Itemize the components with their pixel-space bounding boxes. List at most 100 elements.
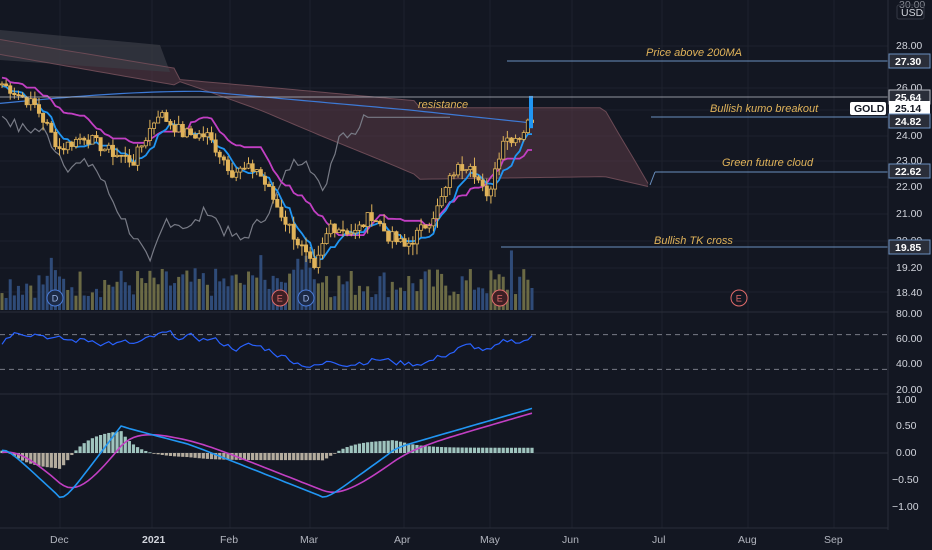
candle-body (423, 224, 428, 229)
price-badge-value: 24.82 (895, 116, 921, 128)
volume-bar (119, 270, 123, 310)
candle-body (102, 148, 107, 152)
candle-body (205, 132, 210, 138)
event-letter: E (277, 294, 283, 304)
volume-bar (382, 272, 386, 310)
macd-histogram-bar (70, 453, 74, 456)
candle-body (110, 144, 115, 157)
macd-histogram-bar (472, 447, 477, 453)
candle-body (127, 155, 132, 163)
macd-histogram-bar (370, 441, 374, 453)
annotation-resistance[interactable]: resistance (418, 99, 468, 111)
candlesticks[interactable] (0, 79, 535, 274)
volume-bar (62, 278, 66, 310)
candle-body (398, 238, 403, 243)
annotation-layer[interactable]: Price above 200MA resistance Bullish kumo … (0, 47, 888, 248)
volume-bar (271, 275, 275, 310)
symbol-label: GOLD (854, 103, 885, 115)
macd-histogram-bar (66, 453, 70, 461)
candle-body (324, 233, 329, 244)
candle-body (410, 242, 415, 245)
candle-body (57, 146, 62, 149)
candle-body (349, 232, 354, 235)
candle-body (394, 231, 399, 243)
macd-histogram-bar (148, 452, 152, 454)
volume-bar (304, 255, 308, 310)
price-tick-label: 21.00 (896, 208, 922, 220)
macd-histogram-bar (45, 453, 49, 468)
macd-histogram-bar (279, 453, 283, 461)
macd-histogram-bar (267, 453, 271, 461)
annotation-green-future-cloud[interactable]: Green future cloud (722, 157, 814, 169)
macd-histogram-bar (509, 447, 514, 453)
candle-body (160, 112, 165, 118)
volume-bar (325, 276, 329, 310)
macd-histogram-bar (156, 453, 160, 455)
candle-body (320, 243, 325, 256)
macd-histogram-bar (242, 453, 247, 460)
volume-bar (296, 258, 300, 310)
volume-bar (308, 267, 312, 310)
volume-bar (0, 293, 4, 310)
volume-bar (456, 293, 460, 310)
macd-histogram-bar (308, 453, 312, 461)
volume-bar (333, 296, 337, 310)
macd-histogram-bar (345, 447, 349, 453)
candle-body (484, 185, 489, 197)
symbol-label-box (850, 102, 886, 115)
macd-histogram-bar (452, 447, 456, 453)
candle-body (521, 132, 526, 140)
volume-bar (526, 279, 530, 310)
volume-bar (4, 297, 8, 310)
volume-bar (522, 269, 526, 310)
candle-body (460, 164, 465, 171)
macd-histogram-bar (513, 447, 518, 453)
candle-body (431, 218, 436, 227)
rsi-line (1, 329, 533, 368)
volume-bar (210, 295, 214, 310)
price-axis[interactable]: 30.00 USD 28.0026.0025.0024.0023.0022.00… (850, 0, 932, 550)
volume-bar (214, 268, 218, 310)
volume-bar (218, 281, 222, 310)
candle-body (291, 223, 296, 240)
time-label: Dec (50, 534, 69, 546)
macd-histogram-bar (275, 453, 279, 461)
time-axis[interactable]: Dec 2021 Feb Mar Apr May Jun Jul Aug Sep (0, 527, 888, 546)
event-earnings-icon[interactable] (491, 289, 509, 307)
candle-body (123, 154, 128, 157)
candle-body (172, 124, 177, 133)
time-label: 2021 (142, 534, 166, 546)
macd-histogram-bar (78, 446, 82, 453)
event-dividend-icon[interactable] (46, 289, 64, 307)
volume-bars (0, 250, 534, 310)
macd-histogram-bar (62, 453, 66, 466)
candle-body (365, 212, 370, 227)
volume-bar (242, 284, 246, 310)
annotation-price-above-200ma[interactable]: Price above 200MA (646, 47, 742, 59)
volume-bar (103, 279, 107, 310)
macd-histogram-bar (119, 431, 123, 453)
candle-body (414, 229, 419, 245)
candle-body (279, 206, 284, 218)
price-tick-label: 28.00 (896, 40, 922, 52)
last-candle (529, 95, 533, 129)
macd-histogram-bar (468, 447, 472, 453)
event-earnings-future-icon[interactable] (730, 289, 748, 307)
macd-histogram-bar (390, 440, 394, 453)
volume-bar (111, 286, 115, 310)
event-dividend-icon[interactable] (297, 289, 315, 307)
macd-histogram-bar (476, 447, 481, 453)
candle-body (427, 225, 432, 229)
volume-bar (197, 278, 201, 310)
volume-bar (177, 276, 181, 310)
macd-tick-label: 1.00 (896, 394, 917, 406)
candle-body (4, 83, 9, 87)
macd-histogram-bar (427, 446, 431, 453)
event-earnings-icon[interactable] (271, 289, 289, 307)
annotation-bullish-kumo-breakout[interactable]: Bullish kumo breakout (710, 103, 819, 115)
annotation-bullish-tk-cross[interactable]: Bullish TK cross (654, 235, 733, 247)
candle-body (501, 140, 506, 160)
candle-body (0, 83, 4, 86)
